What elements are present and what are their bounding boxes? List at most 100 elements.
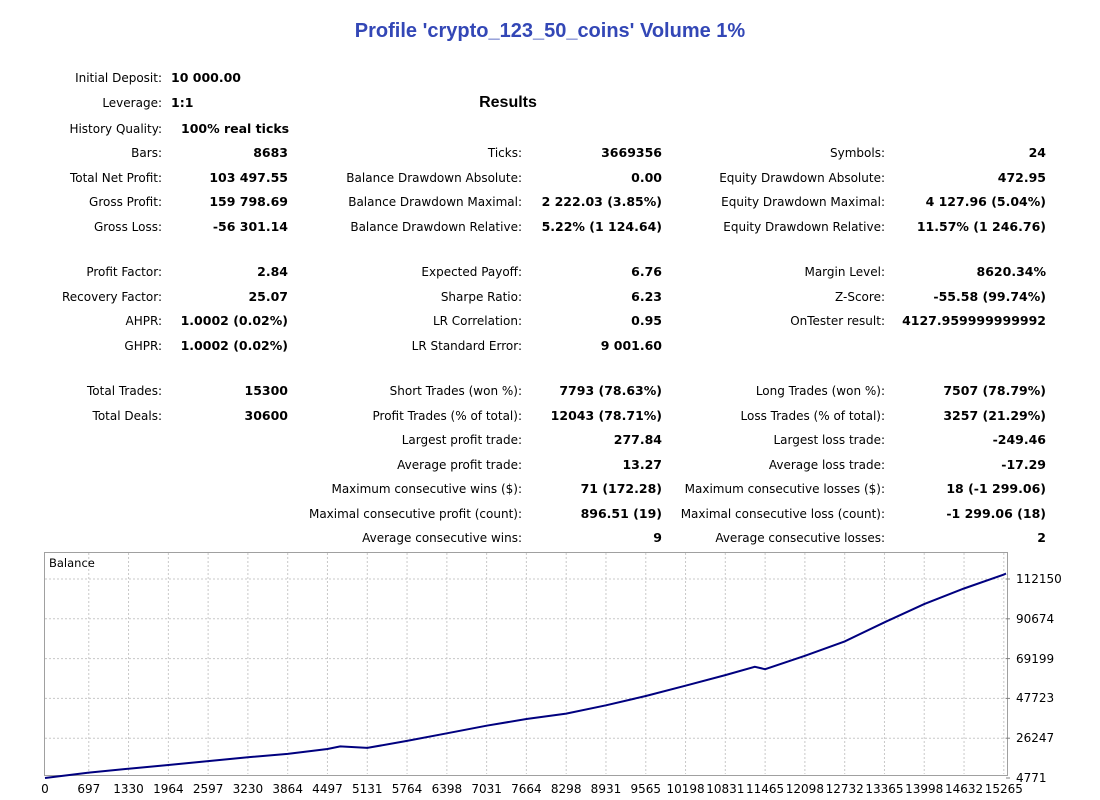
stat-label: Maximum consecutive losses ($): <box>684 482 885 496</box>
stat-value: 8620.34% <box>976 264 1046 279</box>
stat-label: Maximal consecutive loss (count): <box>680 507 885 521</box>
stat-value: 1.0002 (0.02%) <box>180 338 288 353</box>
stat-value: 11.57% (1 246.76) <box>916 219 1046 234</box>
report-title: Profile 'crypto_123_50_coins' Volume 1% <box>354 20 746 42</box>
stat-value: 13.27 <box>622 457 662 472</box>
leverage-label: Leverage: <box>102 96 162 110</box>
stat-value: 103 497.55 <box>209 170 288 185</box>
stat-value: -249.46 <box>992 432 1046 447</box>
stat-label: OnTester result: <box>790 314 885 328</box>
stat-value: 2.84 <box>257 264 288 279</box>
stat-value: 7793 (78.63%) <box>559 383 662 398</box>
stat-value: 2 <box>1037 530 1046 545</box>
y-tick-label: 26247 <box>1016 731 1055 746</box>
stat-label: Gross Loss: <box>94 220 162 234</box>
stat-value: 5.22% (1 124.64) <box>541 219 662 234</box>
x-tick-label: 6398 <box>431 782 463 796</box>
stat-value: 896.51 (19) <box>580 506 662 521</box>
stat-value: -1 299.06 (18) <box>946 506 1046 521</box>
stat-label: Equity Drawdown Maximal: <box>721 195 885 209</box>
x-tick-label: 12098 <box>785 782 824 796</box>
stat-label: Balance Drawdown Relative: <box>350 220 522 234</box>
stat-value: 18 (-1 299.06) <box>946 481 1046 496</box>
stat-label: Margin Level: <box>804 265 885 279</box>
stat-value: 159 798.69 <box>209 194 288 209</box>
stat-value: 9 <box>653 530 662 545</box>
stat-value: 6.23 <box>631 289 662 304</box>
x-tick-label: 13365 <box>865 782 904 796</box>
stat-label: LR Standard Error: <box>411 339 522 353</box>
stat-label: Sharpe Ratio: <box>440 290 522 304</box>
x-tick-label: 12732 <box>825 782 864 796</box>
stat-label: Profit Trades (% of total): <box>372 409 522 423</box>
x-tick-label: 3864 <box>272 782 303 796</box>
stat-value: 4127.959999999992 <box>902 313 1046 328</box>
stat-label: Symbols: <box>830 146 885 160</box>
stat-label: AHPR: <box>125 314 162 328</box>
stat-value: 3257 (21.29%) <box>943 408 1046 423</box>
stat-value: 0.95 <box>631 313 662 328</box>
stat-value: 30600 <box>244 408 289 423</box>
x-tick-label: 5131 <box>351 782 383 796</box>
stat-label: Largest loss trade: <box>773 433 885 447</box>
stat-value: 8683 <box>253 145 288 160</box>
stat-label: Long Trades (won %): <box>755 384 885 398</box>
stat-value: -55.58 (99.74%) <box>933 289 1046 304</box>
stat-value: 25.07 <box>248 289 288 304</box>
stat-label: Total Net Profit: <box>69 171 162 185</box>
stat-label: Bars: <box>131 146 162 160</box>
stat-label: Average profit trade: <box>397 458 522 472</box>
x-tick-label: 7664 <box>511 782 542 796</box>
y-tick-label: 69199 <box>1016 651 1055 666</box>
stat-label: Expected Payoff: <box>421 265 522 279</box>
stat-label: Equity Drawdown Absolute: <box>719 171 885 185</box>
stat-label: Short Trades (won %): <box>389 384 522 398</box>
y-tick-label: 4771 <box>1016 771 1047 785</box>
stat-value: 71 (172.28) <box>580 481 662 496</box>
stat-value: 6.76 <box>631 264 662 279</box>
results-heading: Results <box>479 94 537 111</box>
stat-value: 277.84 <box>613 432 662 447</box>
stat-value: 1.0002 (0.02%) <box>180 313 288 328</box>
stat-value: 4 127.96 (5.04%) <box>925 194 1046 209</box>
history-quality-value: 100% real ticks <box>181 121 290 136</box>
stat-label: Gross Profit: <box>89 195 162 209</box>
stat-label: Maximum consecutive wins ($): <box>331 482 522 496</box>
stat-value: 3669356 <box>601 145 662 160</box>
stat-label: Largest profit trade: <box>401 433 522 447</box>
x-tick-label: 2597 <box>192 782 224 796</box>
x-tick-label: 14632 <box>944 782 984 796</box>
x-tick-label: 1330 <box>113 782 144 796</box>
stat-label: Average loss trade: <box>768 458 885 472</box>
leverage-value: 1:1 <box>171 95 194 110</box>
stat-label: Balance Drawdown Absolute: <box>346 171 522 185</box>
x-tick-label: 9565 <box>630 782 662 796</box>
stat-label: Balance Drawdown Maximal: <box>348 195 522 209</box>
stat-label: Total Deals: <box>92 409 162 423</box>
chart-title: Balance <box>49 556 95 570</box>
stat-label: Profit Factor: <box>86 265 162 279</box>
x-tick-label: 7031 <box>471 782 502 796</box>
x-tick-label: 8931 <box>590 782 622 796</box>
x-tick-label: 10198 <box>666 782 705 796</box>
x-tick-label: 3230 <box>232 782 264 796</box>
stat-label: Loss Trades (% of total): <box>740 409 886 423</box>
x-tick-label: 697 <box>77 782 101 796</box>
x-tick-label: 8298 <box>550 782 582 796</box>
stat-value: 472.95 <box>997 170 1046 185</box>
stat-label: Ticks: <box>487 146 522 160</box>
stat-value: 24 <box>1028 145 1046 160</box>
stat-label: Recovery Factor: <box>61 290 162 304</box>
stat-value: -56 301.14 <box>212 219 288 234</box>
stat-label: Total Trades: <box>87 384 162 398</box>
stat-value: -17.29 <box>1001 457 1046 472</box>
x-tick-label: 10831 <box>706 782 745 796</box>
stat-label: Average consecutive wins: <box>362 531 522 545</box>
x-tick-label: 4497 <box>312 782 343 796</box>
history-quality-label: History Quality: <box>69 122 162 136</box>
stat-value: 15300 <box>244 383 289 398</box>
initial-deposit-label: Initial Deposit: <box>75 71 162 85</box>
stat-label: GHPR: <box>124 339 162 353</box>
x-tick-label: 1964 <box>153 782 184 796</box>
